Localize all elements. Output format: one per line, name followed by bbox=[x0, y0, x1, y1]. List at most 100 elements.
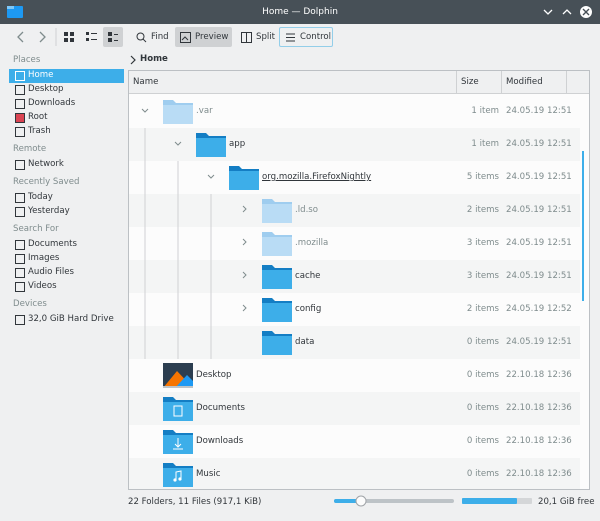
button-label: Find bbox=[151, 32, 169, 42]
column-modified[interactable]: Modified bbox=[506, 77, 543, 87]
row-graphics bbox=[144, 194, 292, 227]
file-row[interactable]: config 2 items 24.05.19 12:52 bbox=[129, 293, 580, 326]
file-name[interactable]: cache bbox=[295, 271, 321, 281]
row-graphics bbox=[141, 100, 193, 124]
file-name[interactable]: Downloads bbox=[196, 436, 244, 446]
file-name[interactable]: Documents bbox=[196, 403, 245, 413]
file-size: 2 items bbox=[466, 304, 499, 314]
place-item[interactable]: Trash bbox=[28, 126, 51, 136]
file-name[interactable]: org.mozilla.FirefoxNightly bbox=[262, 172, 372, 182]
row-graphics bbox=[144, 161, 259, 194]
file-name[interactable]: .ld.so bbox=[295, 205, 319, 215]
control-button[interactable]: Control bbox=[279, 27, 333, 47]
file-row[interactable]: org.mozilla.FirefoxNightly 5 items 24.05.1… bbox=[129, 161, 580, 194]
column-size[interactable]: Size bbox=[461, 77, 479, 87]
file-name[interactable]: .var bbox=[196, 106, 213, 116]
file-size: 0 items bbox=[466, 469, 499, 479]
place-icon bbox=[15, 160, 25, 170]
place-icon bbox=[15, 193, 25, 203]
status-summary: 22 Folders, 11 Files (917,1 KiB) bbox=[128, 497, 262, 507]
section-title: Places bbox=[13, 55, 41, 65]
place-icon bbox=[15, 99, 25, 109]
column-name[interactable]: Name bbox=[133, 77, 159, 87]
file-row[interactable]: .var 1 item 24.05.19 12:51 bbox=[129, 95, 580, 128]
row-graphics bbox=[144, 293, 292, 326]
file-name[interactable]: .mozilla bbox=[295, 238, 329, 248]
place-item[interactable]: Home bbox=[28, 70, 54, 80]
file-modified: 24.05.19 12:51 bbox=[506, 172, 572, 182]
file-row[interactable]: Downloads 0 items 22.10.18 12:36 bbox=[129, 425, 580, 458]
place-item[interactable]: Documents bbox=[28, 239, 77, 249]
status-controls[interactable] bbox=[334, 494, 534, 508]
column-separator bbox=[501, 71, 502, 93]
file-size: 3 items bbox=[466, 238, 499, 248]
place-item[interactable]: Images bbox=[28, 253, 60, 263]
file-name[interactable]: Desktop bbox=[196, 370, 232, 380]
file-name[interactable]: config bbox=[295, 304, 322, 314]
file-view: Name Size Modified .var 1 item 24.05.19 12… bbox=[128, 70, 590, 490]
file-modified: 24.05.19 12:51 bbox=[506, 238, 572, 248]
file-modified: 24.05.19 12:51 bbox=[506, 139, 572, 149]
column-header: Name Size Modified bbox=[129, 71, 589, 94]
places-panel: Places Home Desktop Downloads Root Trash Remot… bbox=[0, 50, 126, 490]
place-icon bbox=[15, 268, 25, 278]
place-icon bbox=[15, 127, 25, 137]
place-icon bbox=[15, 207, 25, 217]
window-title: Home — Dolphin bbox=[262, 7, 338, 17]
nav-icons[interactable] bbox=[0, 24, 130, 50]
file-size: 1 item bbox=[471, 106, 499, 116]
file-modified: 22.10.18 12:36 bbox=[506, 403, 572, 413]
file-modified: 24.05.19 12:51 bbox=[506, 271, 572, 281]
button-label: Control bbox=[300, 32, 332, 42]
find-button[interactable]: Find bbox=[131, 27, 173, 47]
place-item[interactable]: Videos bbox=[28, 281, 57, 291]
row-graphics bbox=[144, 227, 292, 260]
file-row[interactable]: .mozilla 3 items 24.05.19 12:51 bbox=[129, 227, 580, 260]
place-item[interactable]: Desktop bbox=[28, 84, 64, 94]
file-row[interactable]: app 1 item 24.05.19 12:51 bbox=[129, 128, 580, 161]
section-title: Search For bbox=[13, 224, 59, 234]
place-icon bbox=[15, 71, 25, 81]
place-item[interactable]: 32,0 GiB Hard Drive bbox=[28, 314, 114, 324]
button-label: Split bbox=[256, 32, 276, 42]
preview-button[interactable]: Preview bbox=[175, 27, 232, 47]
file-row[interactable]: Music 0 items 22.10.18 12:36 bbox=[129, 458, 580, 489]
file-name[interactable]: data bbox=[295, 337, 315, 347]
file-row[interactable]: Desktop 0 items 22.10.18 12:36 bbox=[129, 359, 580, 392]
file-row[interactable]: .ld.so 2 items 24.05.19 12:51 bbox=[129, 194, 580, 227]
file-modified: 24.05.19 12:51 bbox=[506, 106, 572, 116]
status-free: 20,1 GiB free bbox=[538, 497, 595, 507]
place-item[interactable]: Network bbox=[28, 159, 64, 169]
file-row[interactable]: Documents 0 items 22.10.18 12:36 bbox=[129, 392, 580, 425]
row-graphics bbox=[144, 326, 292, 359]
file-size: 2 items bbox=[466, 205, 499, 215]
file-size: 0 items bbox=[466, 370, 499, 380]
place-item[interactable]: Today bbox=[28, 192, 53, 202]
place-item[interactable]: Audio Files bbox=[28, 267, 75, 277]
file-row[interactable]: cache 3 items 24.05.19 12:51 bbox=[129, 260, 580, 293]
file-name[interactable]: Music bbox=[196, 469, 221, 479]
file-name[interactable]: app bbox=[229, 139, 246, 149]
section-title: Devices bbox=[13, 299, 47, 309]
place-item[interactable]: Root bbox=[28, 112, 48, 122]
file-modified: 24.05.19 12:52 bbox=[506, 304, 572, 314]
scrollbar[interactable] bbox=[582, 151, 584, 301]
split-button[interactable]: Split bbox=[236, 27, 276, 47]
section-title: Recently Saved bbox=[13, 177, 80, 187]
file-size: 0 items bbox=[466, 337, 499, 347]
button-label: Preview bbox=[195, 32, 229, 42]
file-row[interactable]: data 0 items 24.05.19 12:51 bbox=[129, 326, 580, 359]
window-controls[interactable] bbox=[540, 5, 596, 19]
app-icon bbox=[7, 6, 23, 18]
row-graphics bbox=[144, 260, 292, 293]
breadcrumb[interactable]: Home bbox=[140, 54, 168, 64]
place-item[interactable]: Yesterday bbox=[28, 206, 70, 216]
file-modified: 24.05.19 12:51 bbox=[506, 337, 572, 347]
file-modified: 22.10.18 12:36 bbox=[506, 370, 572, 380]
file-size: 1 item bbox=[471, 139, 499, 149]
column-separator bbox=[566, 71, 567, 93]
file-size: 5 items bbox=[466, 172, 499, 182]
place-item[interactable]: Downloads bbox=[28, 98, 76, 108]
row-graphics bbox=[144, 128, 226, 161]
